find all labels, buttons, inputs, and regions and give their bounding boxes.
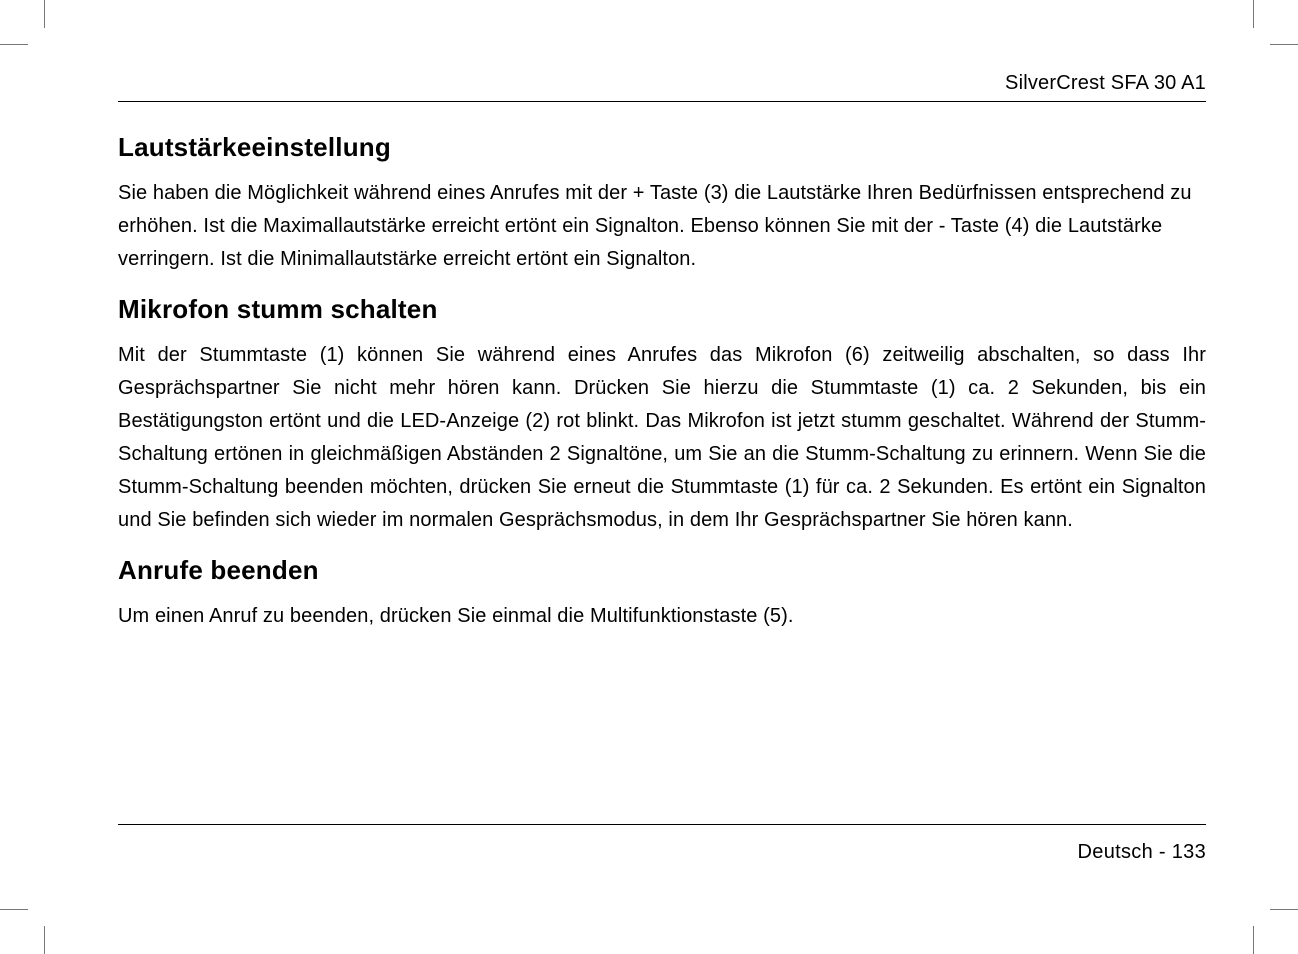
section-heading-endcall: Anrufe beenden <box>118 555 1206 586</box>
footer-text: Deutsch - 133 <box>118 825 1206 864</box>
section-text-endcall: Um einen Anruf zu beenden, drücken Sie e… <box>118 600 1206 633</box>
cropmark <box>0 44 28 45</box>
footer-separator: - <box>1153 841 1172 863</box>
cropmark <box>0 909 28 910</box>
page-content: SilverCrest SFA 30 A1 Lautstärkeeinstell… <box>118 72 1206 864</box>
cropmark <box>1270 44 1298 45</box>
footer-page-number: 133 <box>1172 841 1206 863</box>
section-heading-mute: Mikrofon stumm schalten <box>118 294 1206 325</box>
cropmark <box>44 0 45 28</box>
cropmark <box>44 926 45 954</box>
section-text-volume: Sie haben die Möglichkeit während eines … <box>118 177 1206 276</box>
header-product-name: SilverCrest SFA 30 A1 <box>118 72 1206 102</box>
footer-language: Deutsch <box>1078 841 1153 863</box>
cropmark <box>1253 926 1254 954</box>
section-text-mute: Mit der Stummtaste (1) können Sie währen… <box>118 339 1206 537</box>
section-heading-volume: Lautstärkeeinstellung <box>118 132 1206 163</box>
cropmark <box>1253 0 1254 28</box>
footer: Deutsch - 133 <box>118 824 1206 864</box>
cropmark <box>1270 909 1298 910</box>
body: Lautstärkeeinstellung Sie haben die Mögl… <box>118 132 1206 633</box>
